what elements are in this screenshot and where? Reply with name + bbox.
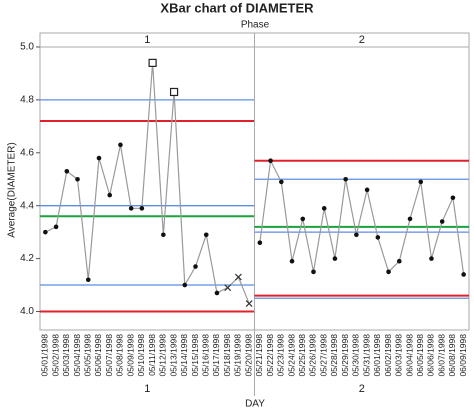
x-tick-label: 06/04/1998 — [404, 334, 414, 377]
x-tick-label: 05/14/1998 — [179, 334, 189, 377]
x-tick-label: 06/06/1998 — [426, 334, 436, 377]
x-tick-label: 05/25/1998 — [297, 334, 307, 377]
x-tick-label: 05/06/1998 — [93, 334, 103, 377]
x-tick-label: 05/31/1998 — [361, 334, 371, 377]
y-tick-label: 4.8 — [20, 95, 34, 106]
x-tick-label: 05/29/1998 — [340, 334, 350, 377]
x-tick-label: 05/08/1998 — [115, 334, 125, 377]
point — [289, 258, 295, 264]
point — [234, 273, 242, 281]
point — [375, 235, 381, 240]
x-tick-label: 05/24/1998 — [286, 334, 296, 377]
point — [169, 87, 179, 97]
point — [343, 176, 348, 182]
x-tick-label: 06/02/1998 — [383, 334, 393, 377]
point — [321, 206, 327, 211]
point — [354, 232, 359, 238]
point — [364, 187, 370, 193]
point — [203, 232, 209, 238]
x-tick-label: 06/03/1998 — [394, 334, 404, 377]
x-tick-label: 05/13/1998 — [168, 334, 178, 377]
point — [118, 142, 123, 148]
point — [53, 224, 59, 230]
phase-label: Phase — [241, 20, 270, 31]
x-tick-label: 06/07/1998 — [436, 334, 446, 377]
point — [224, 284, 232, 292]
x-tick-label: 05/23/1998 — [276, 334, 286, 377]
phase-axis-label: 2 — [359, 383, 365, 395]
series-line — [45, 62, 250, 304]
x-tick-label: 05/03/1998 — [61, 334, 71, 377]
point — [429, 256, 434, 261]
x-tick-label: 05/15/1998 — [190, 334, 200, 377]
x-tick-label: 05/28/1998 — [329, 334, 339, 377]
phase-axis-label: 1 — [144, 383, 150, 395]
y-tick-label: 4.4 — [20, 200, 34, 211]
point — [450, 195, 456, 201]
point — [75, 176, 80, 182]
point — [300, 216, 306, 222]
x-tick-label: 05/18/1998 — [222, 334, 232, 377]
point — [386, 269, 391, 275]
point — [214, 290, 220, 296]
point — [396, 258, 402, 264]
x-tick-label: 05/11/1998 — [147, 334, 157, 376]
point — [418, 179, 424, 185]
x-tick-label: 05/22/1998 — [265, 334, 275, 377]
x-tick-label: 06/01/1998 — [372, 334, 382, 377]
point — [268, 158, 273, 164]
point — [461, 272, 466, 277]
point — [245, 300, 253, 307]
point — [332, 256, 338, 261]
x-tick-label: 05/09/1998 — [125, 334, 135, 377]
x-tick-label: 05/26/1998 — [308, 334, 318, 377]
point — [439, 219, 445, 224]
x-tick-label: 05/04/1998 — [72, 334, 82, 377]
x-tick-label: 05/20/1998 — [243, 334, 253, 377]
point — [182, 282, 188, 288]
point — [279, 179, 284, 185]
x-tick-label: 05/19/1998 — [233, 334, 243, 377]
point — [139, 206, 145, 211]
x-tick-label: 05/21/1998 — [254, 334, 264, 377]
x-tick-label: 05/05/1998 — [83, 334, 93, 377]
phase-header-label: 2 — [359, 34, 365, 46]
point — [257, 240, 263, 246]
point — [107, 192, 113, 198]
point — [311, 269, 316, 275]
chart-title: XBar chart of DIAMETER — [160, 0, 314, 15]
y-axis-label: Average(DIAMETER) — [7, 142, 18, 237]
y-tick-label: 4.2 — [20, 253, 34, 264]
point — [407, 216, 413, 222]
y-tick-label: 5.0 — [20, 42, 34, 53]
x-tick-label: 05/12/1998 — [158, 334, 168, 377]
x-tick-label: 05/17/1998 — [211, 334, 221, 377]
x-tick-label: 05/07/1998 — [104, 334, 114, 377]
point — [161, 232, 166, 238]
x-tick-label: 05/10/1998 — [136, 334, 146, 377]
x-tick-label: 05/01/1998 — [40, 334, 50, 377]
x-tick-label: 05/30/1998 — [351, 334, 361, 377]
y-tick-label: 4.0 — [20, 306, 34, 317]
point — [193, 264, 198, 269]
point — [43, 229, 48, 235]
point — [96, 155, 102, 161]
point — [148, 58, 157, 67]
x-axis-label: DAY — [245, 399, 265, 410]
x-tick-label: 06/08/1998 — [447, 334, 457, 377]
x-tick-label: 06/09/1998 — [458, 334, 468, 377]
point — [85, 277, 91, 283]
x-tick-label: 05/02/1998 — [50, 334, 60, 377]
x-tick-label: 06/05/1998 — [415, 334, 425, 377]
point — [64, 169, 70, 174]
phase-header-label: 1 — [144, 34, 150, 46]
y-tick-label: 4.6 — [20, 147, 34, 158]
point — [128, 206, 134, 211]
x-tick-label: 05/16/1998 — [200, 334, 210, 377]
x-tick-label: 05/27/1998 — [318, 334, 328, 377]
series-line — [259, 158, 465, 275]
